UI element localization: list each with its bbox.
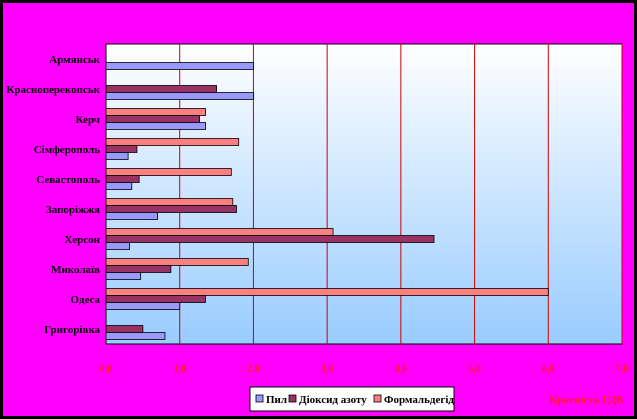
x-tick-label: 5,0 — [468, 364, 481, 375]
bar — [105, 272, 142, 280]
bar — [105, 145, 138, 153]
bar — [105, 235, 435, 243]
x-tick-labels: 0,0 1,0 2,0 3,0 4,0 5,0 6,0 7,0 — [100, 364, 629, 375]
bar — [105, 212, 158, 220]
category-label: Севастополь — [36, 174, 100, 186]
bar — [105, 168, 232, 176]
legend-box — [249, 386, 455, 412]
category-label: Керч — [76, 114, 101, 126]
bar — [105, 205, 237, 213]
bar — [105, 92, 254, 100]
bar — [105, 182, 133, 190]
bar — [105, 332, 166, 340]
bar — [105, 295, 206, 303]
bar — [105, 175, 140, 183]
legend-swatch — [373, 394, 382, 403]
legend-label: Діоксид азоту — [299, 394, 367, 406]
bar — [105, 228, 334, 236]
bar — [105, 288, 549, 296]
legend-label: Формальдегід — [384, 394, 454, 406]
x-tick-label: 3,0 — [321, 364, 334, 375]
x-axis-title: Кратність ГДК — [549, 394, 624, 406]
category-labels: Армянськ Красноперекопськ Керч Сімферополь С… — [6, 54, 100, 336]
legend: Пил Діоксид азоту Формальдегід — [249, 386, 455, 412]
legend-swatch — [288, 394, 297, 403]
bars — [105, 62, 549, 340]
x-tick-label: 2,0 — [247, 364, 260, 375]
x-tick-label: 4,0 — [395, 364, 408, 375]
legend-label: Пил — [266, 394, 287, 406]
bar — [105, 242, 130, 250]
bar — [105, 62, 254, 70]
legend-swatch — [255, 394, 264, 403]
category-label: Красноперекопськ — [6, 84, 100, 96]
category-label: Армянськ — [49, 54, 100, 66]
bar — [105, 152, 129, 160]
category-label: Одеса — [70, 294, 100, 306]
bar — [105, 138, 240, 146]
bar — [105, 325, 144, 333]
bar — [105, 302, 181, 310]
bar — [105, 85, 217, 93]
x-tick-label: 0,0 — [100, 364, 113, 375]
bar — [105, 265, 172, 273]
x-tick-label: 1,0 — [173, 364, 186, 375]
category-label: Григорівка — [44, 324, 100, 336]
category-label: Миколаїв — [51, 264, 100, 276]
bar — [105, 115, 201, 123]
category-label: Запоріжжя — [46, 204, 100, 216]
x-tick-label: 6,0 — [542, 364, 555, 375]
x-tick-label: 7,0 — [616, 364, 629, 375]
category-label: Херсон — [64, 234, 100, 246]
bar — [105, 258, 249, 266]
bar — [105, 122, 206, 130]
bar — [105, 108, 206, 116]
category-label: Сімферополь — [34, 144, 100, 156]
bar — [105, 198, 234, 206]
